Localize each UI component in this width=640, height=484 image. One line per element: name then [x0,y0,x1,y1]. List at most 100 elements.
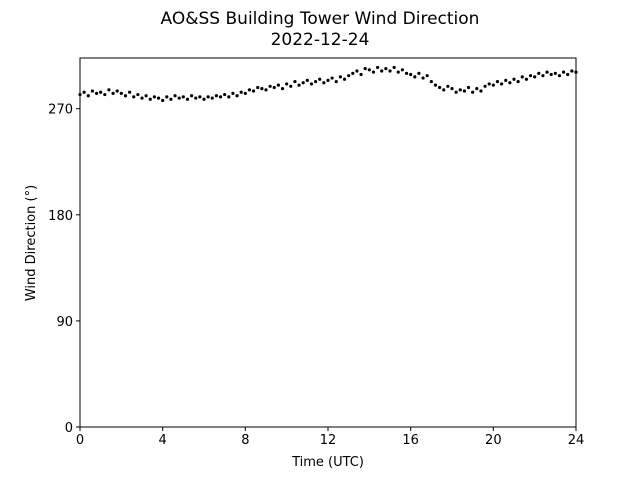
data-point [537,71,541,75]
data-point [309,82,314,86]
data-point [508,81,512,85]
data-point [380,69,384,73]
data-point [314,79,318,84]
data-point [483,84,487,88]
data-point [363,67,367,71]
data-point [169,97,173,101]
data-point [566,72,570,77]
data-point [136,92,140,97]
y-tick-label: 180 [48,209,73,224]
data-point [479,89,483,93]
data-point [194,96,198,100]
data-point [367,68,371,72]
data-point [334,79,338,84]
data-point [400,68,404,72]
y-tick-label: 270 [48,103,73,118]
data-point [322,81,326,85]
data-point [541,74,545,78]
data-point [557,74,562,78]
data-point [243,91,247,95]
data-point [272,85,276,90]
data-point [495,79,500,84]
data-point [119,91,123,95]
data-point [115,89,119,93]
data-point [409,72,413,77]
data-point [533,75,537,79]
data-point [574,70,578,74]
x-tick-label: 12 [320,433,337,448]
data-point [202,97,206,101]
data-point [293,79,297,84]
data-point [252,89,256,93]
data-point [512,77,516,81]
data-point [487,82,491,86]
data-point [475,87,479,91]
data-point [330,76,334,80]
x-tick-label: 24 [568,433,585,448]
data-point [347,74,351,78]
data-point [342,77,347,81]
data-point [78,92,82,97]
data-point [520,75,524,79]
data-point [355,69,359,73]
data-point [148,97,152,101]
data-point [276,83,280,87]
data-point [388,69,392,73]
data-point [239,90,243,94]
data-point [450,87,454,91]
data-point [570,69,574,73]
data-point [227,95,231,99]
data-point [161,98,165,103]
x-axis-label: Time (UTC) [291,455,364,470]
data-point [90,89,94,93]
data-point [132,95,136,99]
data-point [280,87,285,91]
data-point [466,85,471,90]
data-point [549,72,553,77]
data-point [404,71,409,75]
y-tick-label: 90 [56,315,73,330]
data-point [442,88,446,92]
data-point [99,90,103,94]
data-point [545,70,549,74]
data-point [297,83,301,87]
data-point [553,71,557,75]
data-point [247,88,252,92]
data-point [140,96,144,100]
data-point [528,74,533,78]
data-point [338,75,342,79]
data-point [235,94,239,98]
data-point [376,65,380,70]
data-point [421,76,425,80]
plot-frame [79,57,577,428]
data-point [190,94,194,98]
data-point [425,74,429,78]
data-point [214,94,218,98]
x-tick-label: 8 [241,433,249,448]
x-tick-label: 4 [159,433,167,448]
data-point [471,90,475,94]
data-point [351,71,355,75]
y-tick-label: 0 [65,421,73,436]
chart-subtitle: 2022-12-24 [271,30,370,50]
data-point [417,71,421,75]
data-point [210,96,214,100]
data-point [429,79,433,84]
data-point [562,70,566,74]
data-point [152,95,156,99]
data-point [454,90,458,94]
data-point [177,96,181,100]
data-point [433,83,438,87]
data-point [524,77,529,81]
data-point [86,94,90,98]
y-axis-label: Wind Direction (°) [24,185,39,301]
data-point [260,87,264,91]
data-point [359,72,363,77]
data-point [438,85,442,90]
data-point [123,94,128,98]
data-point [218,95,223,99]
data-point [504,78,508,82]
data-point [462,89,466,93]
data-point [206,95,210,99]
